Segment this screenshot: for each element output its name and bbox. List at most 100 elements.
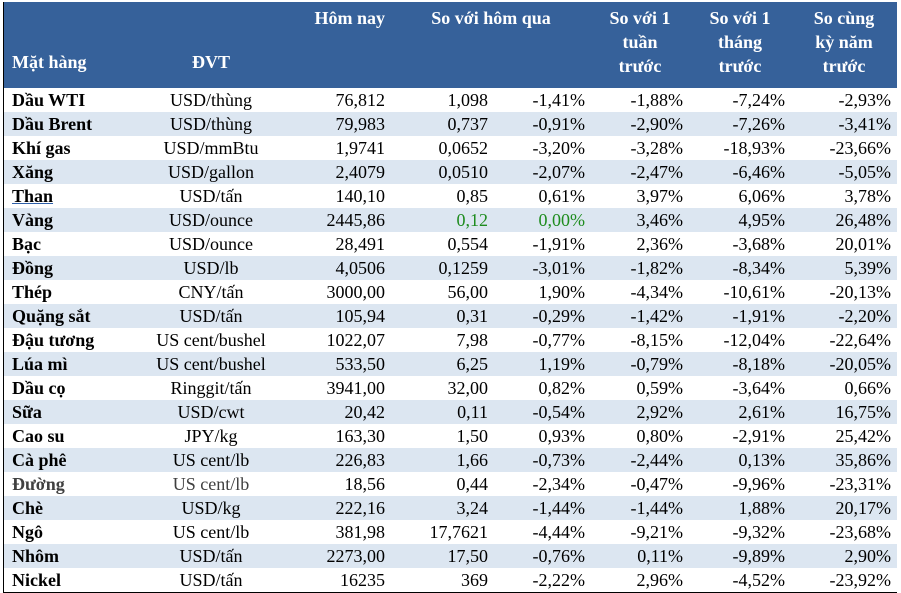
cell-unit: USD/lb (131, 256, 291, 280)
cell-change-week: -0,47% (630, 474, 684, 494)
table-row: Than USD/tấn 140,10 0,85 0,61% 3,97% 6,06% 3,78… (4, 184, 897, 208)
cell-item-name: Khí gas (12, 138, 71, 158)
table-row: Cao su JPY/kg 163,30 1,50 0,93% 0,80% -2,91% 25… (4, 424, 897, 448)
table-row: Đậu tương US cent/bushel 1022,07 7,98 -0,77%… (4, 328, 897, 352)
header-vs-year-line1: So cùng (813, 8, 875, 28)
table-row: Đồng USD/lb 4,0506 0,1259 -3,01% -1,82% -8,34%… (4, 256, 898, 280)
cell-change-month: -7,24% (732, 90, 786, 110)
cell-item-name: Nickel (12, 570, 61, 590)
cell-change-pct: -2,07% (494, 160, 592, 184)
commodity-price-table: Mặt hàng ĐVT Hôm nay So với hôm qua So v… (4, 2, 898, 592)
header-unit: ĐVT (131, 2, 291, 88)
cell-change-year: 0,66% (844, 378, 892, 398)
cell-change-pct: -4,44% (532, 522, 586, 542)
cell-change-year: 16,75% (791, 400, 898, 424)
cell-change-year: -20,05% (791, 352, 898, 376)
cell-change-abs: 1,098 (447, 90, 489, 110)
cell-change-year: 25,42% (835, 426, 892, 446)
cell-item-name: Vàng (4, 208, 131, 232)
header-vs-month-line3: trước (718, 56, 762, 76)
cell-change-year: -2,20% (791, 304, 898, 328)
cell-change-pct: -3,20% (532, 138, 586, 158)
table-row: Dầu Brent USD/thùng 79,983 0,737 -0,91% -2,90… (4, 112, 898, 136)
cell-change-month: -8,18% (689, 352, 792, 376)
cell-price-today: 18,56 (344, 474, 386, 494)
cell-price-today: 20,42 (291, 400, 391, 424)
cell-unit: Ringgit/tấn (170, 378, 252, 398)
cell-change-month: -9,89% (689, 544, 792, 568)
cell-item-name: Dầu cọ (12, 378, 66, 398)
cell-item-name: Lúa mì (4, 352, 131, 376)
cell-item-name: Đậu tương (12, 330, 95, 350)
cell-price-today: 3000,00 (326, 282, 386, 302)
cell-change-week: -8,15% (630, 330, 684, 350)
header-vs-year-line3: trước (822, 56, 866, 76)
cell-change-abs: 0,12 (391, 208, 494, 232)
cell-change-pct: 0,00% (494, 208, 592, 232)
cell-price-today: 3941,00 (326, 378, 386, 398)
cell-item-name: Đồng (4, 256, 131, 280)
cell-change-month: 4,95% (689, 208, 792, 232)
table-row: Bạc USD/ounce 28,491 0,554 -1,91% 2,36% -3,68%… (4, 232, 897, 256)
table-row: Khí gas USD/mmBtu 1,9741 0,0652 -3,20% -3,28%… (4, 136, 897, 160)
cell-change-week: 0,80% (636, 426, 684, 446)
cell-change-month: -3,64% (732, 378, 786, 398)
cell-change-month: -1,91% (689, 304, 792, 328)
cell-item-name: Dầu WTI (12, 90, 86, 110)
cell-item-name: Bạc (12, 234, 41, 254)
cell-change-month: -18,93% (723, 138, 786, 158)
cell-change-abs: 0,1259 (391, 256, 494, 280)
cell-change-month: 6,06% (738, 186, 786, 206)
cell-change-pct: -0,29% (494, 304, 592, 328)
cell-change-month: -8,34% (689, 256, 792, 280)
cell-price-today: 4,0506 (291, 256, 391, 280)
header-vs-month-line2: tháng (718, 32, 763, 52)
cell-change-year: 3,78% (844, 186, 892, 206)
cell-change-year: 5,39% (791, 256, 898, 280)
cell-change-month: -6,46% (689, 160, 792, 184)
cell-change-pct: 0,93% (538, 426, 586, 446)
cell-change-week: -1,44% (591, 496, 690, 520)
cell-change-week: -1,82% (591, 256, 690, 280)
cell-change-abs: 1,66 (391, 448, 494, 472)
table-row: Quặng sắt USD/tấn 105,94 0,31 -0,29% -1,42% -1… (4, 304, 898, 328)
cell-unit: USD/thùng (169, 90, 252, 110)
cell-change-week: 0,11% (591, 544, 690, 568)
cell-item-name: Thép (12, 282, 53, 302)
cell-change-abs: 32,00 (447, 378, 489, 398)
header-item: Mặt hàng (4, 2, 131, 88)
cell-change-month: 2,61% (689, 400, 792, 424)
cell-unit: US cent/bushel (156, 330, 266, 350)
item-name-link[interactable]: Than (12, 186, 54, 206)
header-vs-month-line1: So với 1 (709, 8, 771, 28)
cell-change-abs: 0,0510 (391, 160, 494, 184)
cell-change-abs: 1,50 (456, 426, 489, 446)
cell-change-year: 35,86% (791, 448, 898, 472)
cell-unit: USD/thùng (131, 112, 291, 136)
cell-change-pct: -1,91% (532, 234, 586, 254)
cell-change-week: 2,96% (636, 570, 684, 590)
cell-unit: USD/ounce (169, 234, 253, 254)
cell-change-pct: -2,22% (532, 570, 586, 590)
cell-unit: CNY/tấn (178, 282, 244, 302)
header-vs-year: So cùng kỳ năm trước (791, 2, 898, 88)
cell-change-abs: 0,11 (391, 400, 494, 424)
cell-price-today: 76,812 (335, 90, 386, 110)
cell-change-abs: 0,44 (456, 474, 489, 494)
cell-price-today: 16235 (340, 570, 385, 590)
cell-change-month: -4,52% (732, 570, 786, 590)
cell-change-abs: 3,24 (391, 496, 494, 520)
table-row: Dầu cọ Ringgit/tấn 3941,00 32,00 0,82% 0,59% -… (4, 376, 897, 400)
cell-unit: JPY/kg (184, 426, 238, 446)
cell-change-week: 2,36% (636, 234, 684, 254)
cell-item-name: Chè (4, 496, 131, 520)
cell-change-pct: 1,90% (538, 282, 586, 302)
table-row: Xăng USD/gallon 2,4079 0,0510 -2,07% -2,47% -6… (4, 160, 898, 184)
cell-item-name: Cà phê (4, 448, 131, 472)
cell-change-month: 0,13% (689, 448, 792, 472)
cell-change-pct: 0,82% (538, 378, 586, 398)
cell-price-today: 105,94 (291, 304, 391, 328)
cell-change-year: 20,01% (835, 234, 892, 254)
cell-price-today: 79,983 (291, 112, 391, 136)
cell-change-month: 1,88% (689, 496, 792, 520)
